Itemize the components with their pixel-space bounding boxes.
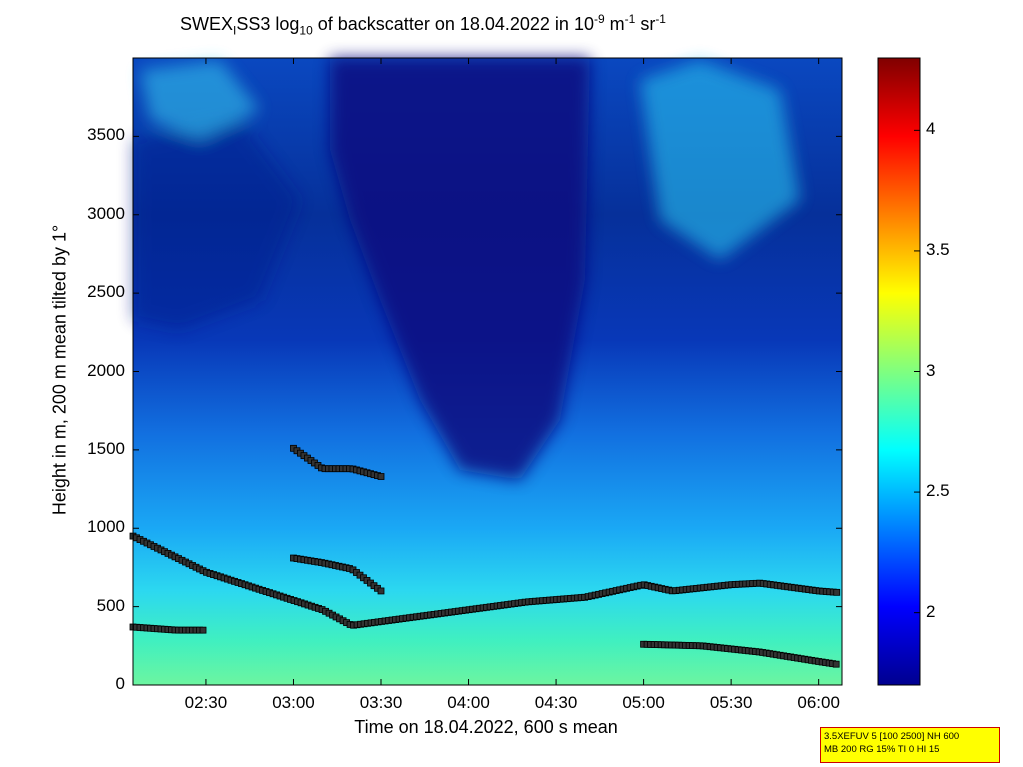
y-tick-label: 500 [96,595,125,615]
layer-lower [129,532,841,629]
colorbar [877,57,921,686]
y-tick-label: 1500 [87,438,125,458]
x-tick-label: 05:30 [709,693,753,712]
x-axis-label: Time on 18.04.2022, 600 s mean [354,717,618,737]
colorbar-tick-label: 2.5 [926,481,950,501]
y-tick-label: 3500 [87,125,125,145]
colorbar-tick-label: 2 [926,601,936,621]
colorbar-tick-label: 3.5 [926,239,950,259]
chart-title: SWEXISS3 log10 of backscatter on 18.04.2… [180,12,666,38]
layer-bottom-right [640,640,840,668]
y-tick-label: 2000 [87,360,125,380]
layer-marker [377,473,385,480]
heatmap-background [133,58,842,685]
x-tick-label: 06:00 [797,693,840,712]
x-tick-label: 03:00 [272,693,315,712]
colorbar-tick-label: 4 [926,119,936,139]
layer-marker [832,660,840,668]
y-tick-label: 2500 [87,282,125,302]
layer-marker [833,588,841,596]
x-tick-label: 04:00 [447,693,490,712]
y-axis [133,135,842,686]
y-tick-label: 3000 [87,203,125,223]
layer-mid [290,554,385,595]
info-box: 3.5XEFUV 5 [100 2500] NH 600 MB 200 RG 1… [820,727,1000,763]
layer-upper [290,444,385,480]
colorbar-tick-label: 3 [926,360,936,380]
x-tick-label: 05:00 [622,693,665,712]
layer-markers [129,444,841,668]
layer-marker [377,587,385,595]
y-tick-label: 0 [115,674,125,693]
x-tick-label: 03:30 [359,693,403,712]
info-line-2: MB 200 RG 15% TI 0 HI 15 [824,744,940,755]
layer-marker [199,626,207,634]
y-tick-label: 1000 [87,517,125,537]
x-tick-label: 04:30 [534,693,578,712]
x-axis [205,58,820,685]
info-line-1: 3.5XEFUV 5 [100 2500] NH 600 [824,731,960,742]
x-tick-label: 02:30 [184,693,228,712]
